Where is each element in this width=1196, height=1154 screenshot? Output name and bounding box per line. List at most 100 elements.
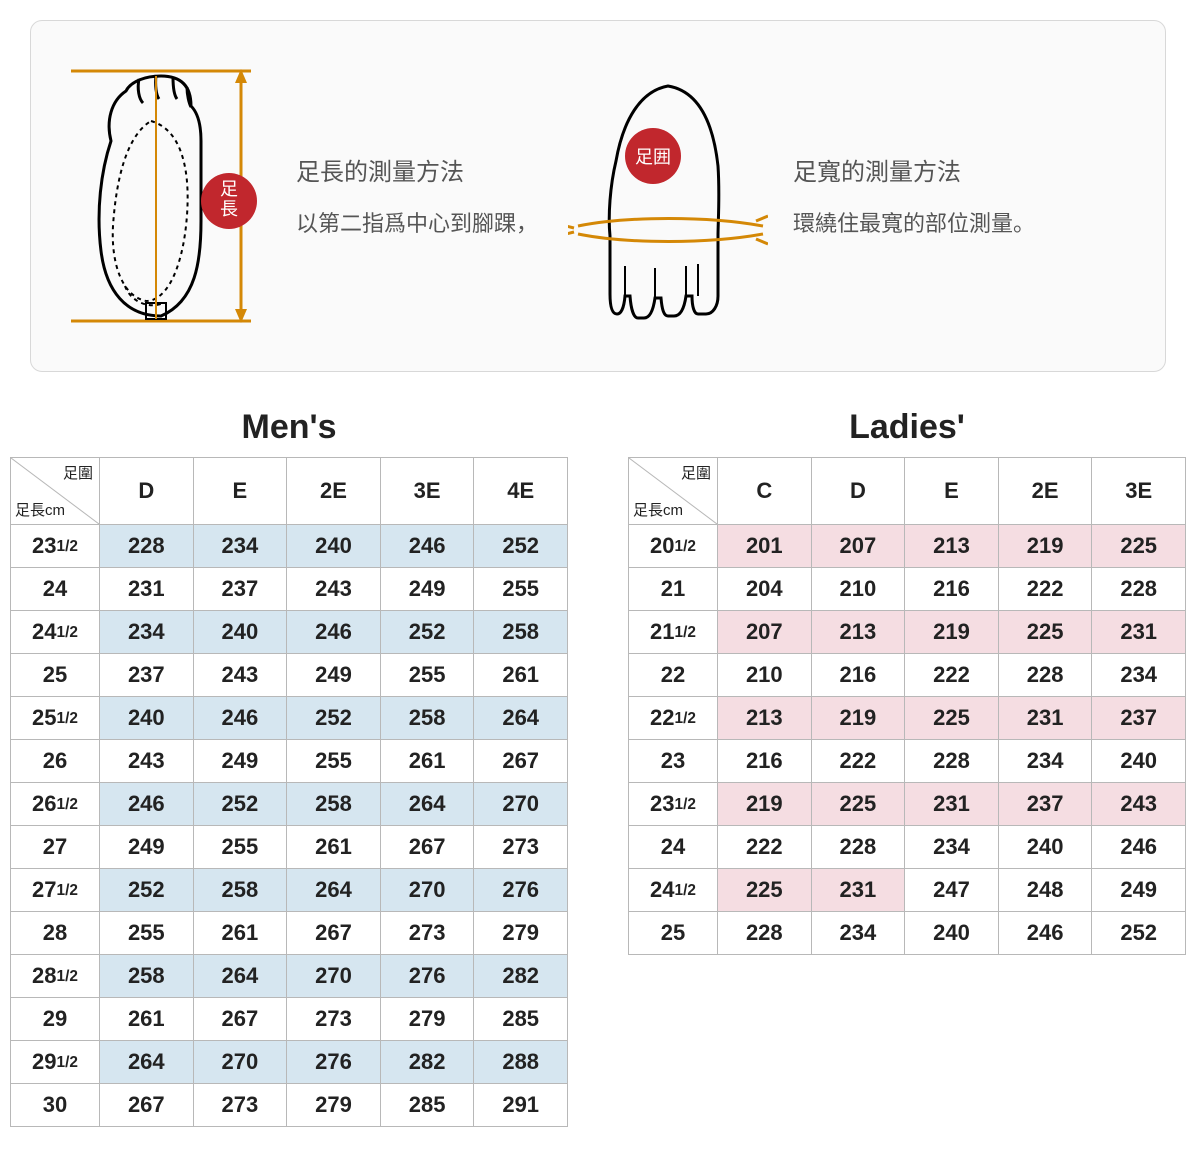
col-header: 3E: [380, 458, 474, 525]
table-row: 24222228234240246: [629, 826, 1186, 869]
measurement-guide-panel: 足 長 足長的測量方法 以第二指爲中心到腳踝， 足囲 足: [30, 20, 1166, 372]
value-cell: 270: [474, 783, 568, 826]
length-cell: 22: [629, 654, 718, 697]
value-cell: 213: [811, 611, 905, 654]
length-cell: 24: [11, 568, 100, 611]
value-cell: 264: [100, 1041, 194, 1084]
value-cell: 231: [811, 869, 905, 912]
length-cell: 241/2: [11, 611, 100, 654]
value-cell: 252: [287, 697, 381, 740]
table-row: 231/2228234240246252: [11, 525, 568, 568]
value-cell: 222: [811, 740, 905, 783]
table-row: 24231237243249255: [11, 568, 568, 611]
value-cell: 255: [287, 740, 381, 783]
length-cell: 231/2: [629, 783, 718, 826]
value-cell: 270: [193, 1041, 287, 1084]
length-cell: 261/2: [11, 783, 100, 826]
value-cell: 240: [998, 826, 1092, 869]
value-cell: 267: [474, 740, 568, 783]
table-row: 211/2207213219225231: [629, 611, 1186, 654]
value-cell: 240: [193, 611, 287, 654]
value-cell: 252: [193, 783, 287, 826]
col-header: 4E: [474, 458, 568, 525]
value-cell: 216: [811, 654, 905, 697]
table-row: 231/2219225231237243: [629, 783, 1186, 826]
table-row: 29261267273279285: [11, 998, 568, 1041]
value-cell: 246: [1092, 826, 1186, 869]
value-cell: 248: [998, 869, 1092, 912]
value-cell: 228: [1092, 568, 1186, 611]
value-cell: 225: [718, 869, 812, 912]
table-row: 23216222228234240: [629, 740, 1186, 783]
table-row: 25237243249255261: [11, 654, 568, 697]
mens-title: Men's: [10, 408, 568, 447]
value-cell: 228: [811, 826, 905, 869]
value-cell: 285: [380, 1084, 474, 1127]
value-cell: 219: [718, 783, 812, 826]
footprint-diagram: 足 長: [51, 51, 271, 341]
length-cell: 24: [629, 826, 718, 869]
value-cell: 252: [1092, 912, 1186, 955]
value-cell: 246: [998, 912, 1092, 955]
value-cell: 243: [100, 740, 194, 783]
table-row: 261/2246252258264270: [11, 783, 568, 826]
length-cell: 241/2: [629, 869, 718, 912]
value-cell: 276: [287, 1041, 381, 1084]
value-cell: 216: [905, 568, 999, 611]
value-cell: 228: [718, 912, 812, 955]
col-header: E: [905, 458, 999, 525]
value-cell: 225: [998, 611, 1092, 654]
value-cell: 213: [905, 525, 999, 568]
foot-length-block: 足 長 足長的測量方法 以第二指爲中心到腳踝，: [51, 51, 538, 341]
value-cell: 249: [1092, 869, 1186, 912]
foot-width-block: 足囲 足寬的測量方法 環繞住最寬的部位測量。: [568, 66, 1035, 326]
corner-header: 足圍足長cm: [629, 458, 718, 525]
value-cell: 258: [193, 869, 287, 912]
length-cell: 23: [629, 740, 718, 783]
value-cell: 273: [193, 1084, 287, 1127]
value-cell: 258: [100, 955, 194, 998]
value-cell: 249: [193, 740, 287, 783]
value-cell: 228: [905, 740, 999, 783]
length-desc: 以第二指爲中心到腳踝，: [296, 207, 538, 240]
value-cell: 222: [718, 826, 812, 869]
length-guide-text: 足長的測量方法 以第二指爲中心到腳踝，: [296, 152, 538, 240]
value-cell: 258: [287, 783, 381, 826]
value-cell: 276: [474, 869, 568, 912]
length-cell: 25: [629, 912, 718, 955]
ladies-table: 足圍足長cmCDE2E3E 201/2201207213219225212042…: [628, 457, 1186, 955]
length-cell: 25: [11, 654, 100, 697]
value-cell: 288: [474, 1041, 568, 1084]
length-cell: 251/2: [11, 697, 100, 740]
value-cell: 279: [474, 912, 568, 955]
value-cell: 255: [193, 826, 287, 869]
value-cell: 258: [474, 611, 568, 654]
value-cell: 261: [380, 740, 474, 783]
value-cell: 252: [100, 869, 194, 912]
value-cell: 247: [905, 869, 999, 912]
col-header: 3E: [1092, 458, 1186, 525]
mens-table: 足圍足長cmDE2E3E4E 231/222823424024625224231…: [10, 457, 568, 1127]
value-cell: 213: [718, 697, 812, 740]
value-cell: 291: [474, 1084, 568, 1127]
corner-header: 足圍足長cm: [11, 458, 100, 525]
value-cell: 276: [380, 955, 474, 998]
length-cell: 27: [11, 826, 100, 869]
value-cell: 255: [100, 912, 194, 955]
value-cell: 243: [287, 568, 381, 611]
value-cell: 267: [193, 998, 287, 1041]
length-cell: 291/2: [11, 1041, 100, 1084]
value-cell: 231: [1092, 611, 1186, 654]
col-header: E: [193, 458, 287, 525]
width-title: 足寬的測量方法: [793, 152, 1035, 187]
col-header: C: [718, 458, 812, 525]
length-cell: 281/2: [11, 955, 100, 998]
value-cell: 240: [1092, 740, 1186, 783]
value-cell: 231: [100, 568, 194, 611]
table-row: 201/2201207213219225: [629, 525, 1186, 568]
value-cell: 264: [474, 697, 568, 740]
value-cell: 219: [998, 525, 1092, 568]
value-cell: 225: [811, 783, 905, 826]
value-cell: 240: [100, 697, 194, 740]
table-row: 22210216222228234: [629, 654, 1186, 697]
